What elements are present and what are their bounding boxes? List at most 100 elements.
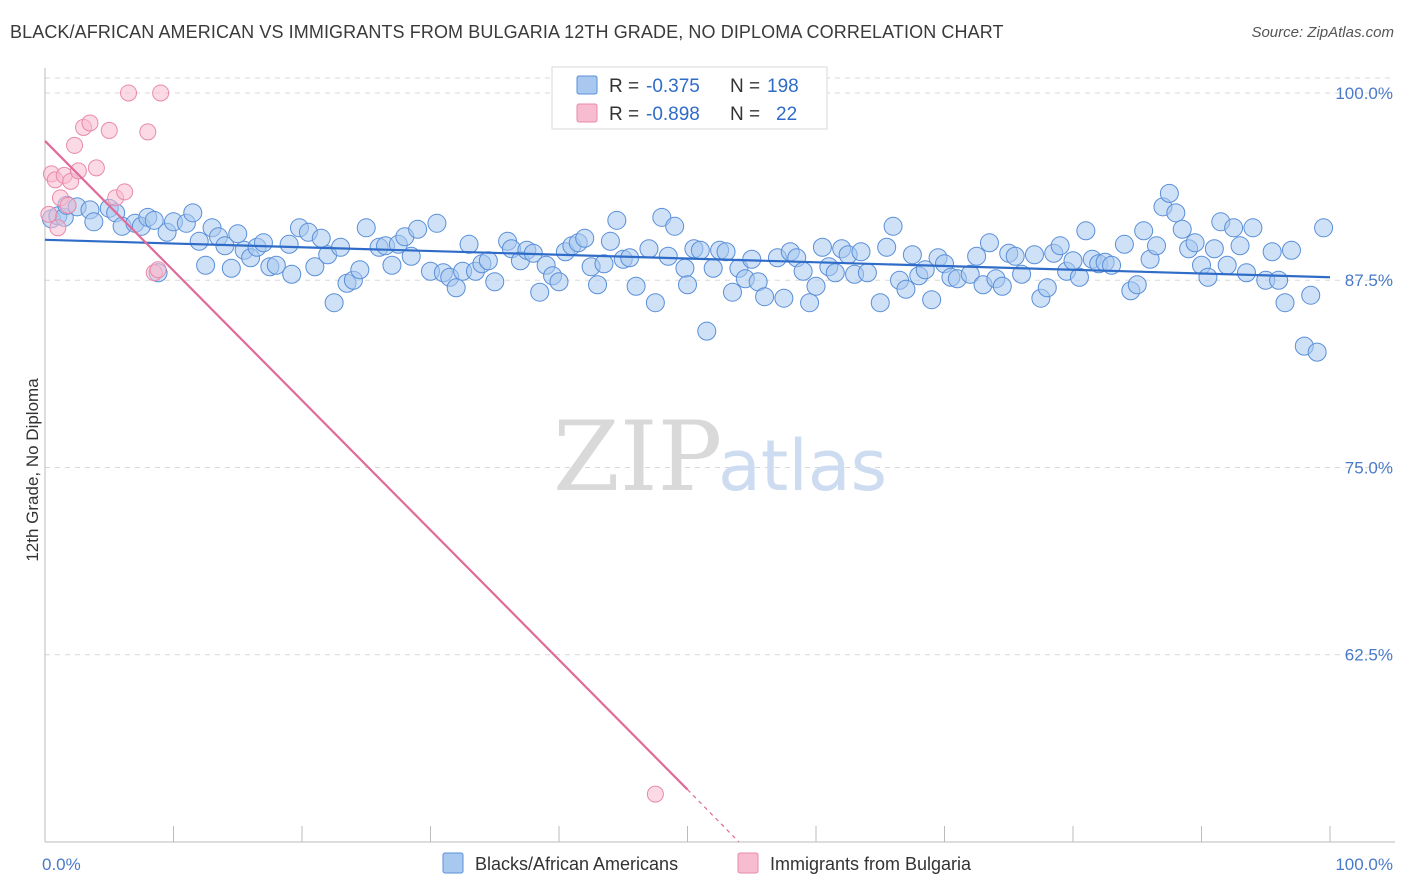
x-tick-labels: 0.0% 100.0% [42,855,1393,874]
data-point-blacks [877,237,897,257]
legend-swatch-blacks [442,852,464,874]
data-point-blacks [253,233,273,253]
data-point-bulgaria [59,196,77,214]
data-point-blacks [979,233,999,253]
data-point-blacks [311,228,331,248]
data-point-blacks [459,234,479,254]
data-point-blacks [1185,233,1205,253]
data-point-blacks [1166,203,1186,223]
data-point-bulgaria [40,205,58,223]
legend-n-label: N = [730,76,760,97]
data-point-blacks [922,290,942,310]
data-point-blacks [1114,234,1134,254]
data-point-blacks [408,219,428,239]
data-point-blacks [645,293,665,313]
data-point-blacks [196,255,216,275]
data-point-blacks [1050,236,1070,256]
data-point-blacks [1172,219,1192,239]
x-tick-label: 100.0% [1335,855,1393,874]
data-point-blacks [382,255,402,275]
data-point-blacks [658,246,678,266]
data-point-blacks [401,246,421,266]
data-point-blacks [485,272,505,292]
data-point-blacks [992,276,1012,296]
y-tick-label: 75.0% [1345,458,1393,477]
legend-r-value: -0.898 [646,104,700,125]
data-point-blacks [1024,245,1044,265]
data-point-blacks [84,212,104,232]
legend-label-bulgaria: Immigrants from Bulgaria [770,854,972,874]
legend-r-value: -0.375 [646,76,700,97]
data-point-blacks [716,242,736,262]
data-point-blacks [1005,246,1025,266]
watermark: ZIP atlas [553,401,887,513]
data-point-blacks [774,288,794,308]
data-point-blacks [1243,218,1263,238]
data-point-blacks [697,321,717,341]
data-point-blacks [279,234,299,254]
legend-r-label: R = [609,104,639,125]
data-point-blacks [189,231,209,251]
y-axis-title: 12th Grade, No Diploma [23,378,42,562]
data-point-blacks [902,245,922,265]
watermark-zip: ZIP [553,401,722,513]
data-point-blacks [144,210,164,230]
data-point-blacks [806,276,826,296]
data-point-blacks [665,216,685,236]
data-point-blacks [282,264,302,284]
data-point-blacks [857,263,877,283]
grid-lines [45,77,1395,656]
data-point-bulgaria [100,121,118,139]
data-point-bulgaria [66,136,84,154]
data-point-blacks [967,246,987,266]
y-tick-label: 100.0% [1335,84,1393,103]
data-point-blacks [825,263,845,283]
data-point-blacks [324,293,344,313]
data-point-blacks [600,231,620,251]
data-point-blacks [575,228,595,248]
trend-line-bulgaria [44,140,689,791]
data-point-blacks [228,224,248,244]
legend-swatch-pink [576,103,598,123]
data-point-blacks [1281,240,1301,260]
data-point-blacks [350,260,370,280]
data-point-blacks [883,216,903,236]
data-point-blacks [1134,221,1154,241]
data-point-blacks [675,258,695,278]
data-point-blacks [1147,236,1167,256]
source-label: Source: ZipAtlas.com [1251,24,1394,41]
data-point-blacks [1159,183,1179,203]
data-point-blacks [1262,242,1282,262]
data-point-blacks [1217,255,1237,275]
data-point-blacks [549,272,569,292]
data-point-blacks [722,282,742,302]
data-point-bulgaria [116,183,134,201]
data-point-blacks [588,275,608,295]
watermark-atlas: atlas [718,425,887,507]
legend-swatch-bulgaria [737,852,759,874]
legend-n-label: N = [730,104,760,125]
data-point-bulgaria [69,162,87,180]
data-point-blacks [800,293,820,313]
data-point-blacks [1230,236,1250,256]
data-point-bulgaria [49,219,67,237]
data-point-blacks [812,237,832,257]
data-point-blacks [183,203,203,223]
y-tick-label: 87.5% [1345,271,1393,290]
data-point-blacks [1275,293,1295,313]
data-point-bulgaria [139,123,157,141]
data-point-blacks [1301,285,1321,305]
data-point-blacks [870,293,890,313]
data-point-blacks [427,213,447,233]
data-point-blacks [678,275,697,295]
data-point-blacks [960,264,980,284]
data-point-blacks [266,255,286,275]
data-point-blacks [690,240,710,260]
data-point-blacks [530,282,550,302]
legend-n-value: 22 [776,104,797,125]
data-point-bulgaria [149,261,167,279]
y-tick-labels: 62.5% 75.0% 87.5% 100.0% [1335,84,1393,665]
x-tick-label: 0.0% [42,855,81,874]
data-point-blacks [607,210,627,230]
